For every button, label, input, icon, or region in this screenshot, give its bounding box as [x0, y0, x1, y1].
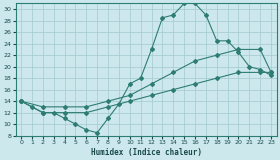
X-axis label: Humidex (Indice chaleur): Humidex (Indice chaleur) [91, 148, 202, 156]
